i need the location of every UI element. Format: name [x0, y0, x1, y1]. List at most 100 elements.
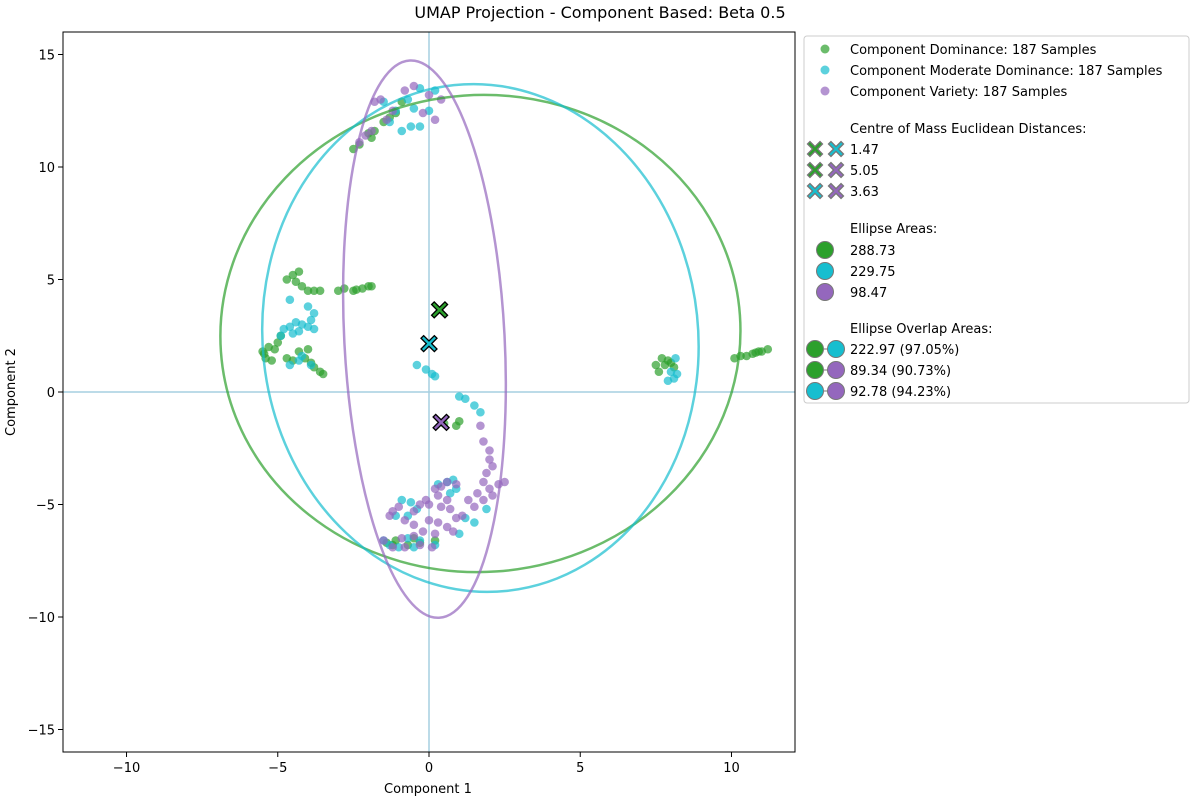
legend-distance-cross [806, 140, 824, 158]
data-point [485, 455, 494, 464]
data-point [409, 104, 419, 113]
data-point [488, 491, 497, 500]
data-point [424, 500, 434, 509]
data-point [303, 302, 313, 311]
data-point [663, 376, 673, 386]
centroid-marker-0 [430, 300, 449, 319]
plot-inner [63, 32, 795, 752]
data-point [473, 488, 482, 498]
legend-area-value: 288.73 [850, 244, 896, 259]
data-point [671, 353, 680, 363]
x-tick-label: 10 [723, 761, 740, 776]
data-point [394, 502, 404, 512]
legend-distances-title: Centre of Mass Euclidean Distances: [850, 122, 1087, 137]
legend-distance-cross [827, 182, 845, 200]
legend-series-label: Component Variety: 187 Samples [850, 85, 1067, 100]
data-point [430, 371, 440, 381]
data-point [294, 326, 304, 336]
confidence-ellipse-2 [341, 59, 508, 620]
data-point [421, 365, 431, 374]
data-point [409, 506, 419, 516]
y-tick-label: 15 [38, 49, 55, 64]
series-points-1 [276, 83, 682, 552]
y-axis-label: Component 2 [4, 348, 19, 436]
data-point [436, 482, 446, 491]
legend-overlap-marker [806, 340, 824, 358]
data-point [291, 277, 301, 287]
data-point [361, 131, 370, 140]
data-point [442, 495, 452, 505]
data-point [309, 308, 319, 318]
legend-distance-value: 5.05 [850, 164, 879, 179]
data-point [309, 286, 319, 296]
data-point [409, 531, 419, 541]
legend-area-marker [816, 241, 834, 259]
legend-overlaps-title: Ellipse Overlap Areas: [850, 322, 993, 337]
legend-distance-cross [806, 182, 824, 200]
centroid-marker-1 [420, 334, 438, 353]
data-point [409, 520, 419, 530]
data-point [485, 484, 494, 494]
y-tick-label: 10 [38, 161, 55, 176]
data-point [430, 115, 440, 125]
data-point [282, 275, 292, 284]
y-tick-label: −15 [28, 724, 55, 739]
data-point [672, 369, 682, 379]
data-point [394, 542, 404, 552]
data-point [418, 108, 428, 118]
data-point [479, 495, 488, 505]
legend: Component Dominance: 187 Samples Componen… [803, 35, 1190, 404]
data-point [457, 511, 467, 521]
y-tick-label: 0 [47, 386, 55, 401]
data-point [485, 446, 494, 455]
data-point [273, 338, 283, 347]
x-axis-label: Component 1 [384, 782, 472, 797]
data-point [436, 502, 446, 512]
data-point [660, 360, 670, 370]
data-point [400, 86, 410, 95]
data-point [303, 344, 313, 354]
data-point [479, 437, 488, 446]
data-point [400, 515, 410, 525]
data-point [382, 115, 391, 125]
data-point [285, 322, 295, 332]
data-point [267, 356, 277, 365]
data-point [397, 126, 407, 136]
data-point [412, 360, 422, 370]
legend-overlap-marker [827, 382, 845, 400]
legend-series-label: Component Dominance: 187 Samples [850, 43, 1097, 58]
x-tick-label: 0 [425, 761, 433, 776]
data-point [427, 542, 437, 552]
data-point [418, 527, 428, 536]
data-point [285, 295, 295, 305]
chart-title: UMAP Projection - Component Based: Beta … [414, 3, 785, 22]
data-point [406, 122, 416, 131]
data-point [476, 421, 485, 431]
data-point [470, 502, 479, 512]
data-point [476, 407, 485, 417]
y-tick-label: 5 [47, 274, 55, 289]
data-point [367, 281, 376, 291]
data-point [442, 477, 452, 487]
data-point [315, 286, 325, 296]
legend-series-marker [820, 65, 830, 75]
data-point [651, 360, 661, 370]
data-point [388, 506, 398, 516]
legend-area-value: 98.47 [850, 286, 887, 301]
legend-series-marker [820, 44, 830, 54]
data-point [454, 416, 464, 426]
data-point [352, 285, 361, 294]
legend-series-marker [820, 86, 830, 96]
x-tick-label: −5 [268, 761, 287, 776]
data-point [285, 360, 295, 370]
legend-area-marker [816, 283, 834, 301]
legend-series-label: Component Moderate Dominance: 187 Sample… [850, 64, 1163, 79]
data-point [297, 281, 307, 291]
data-point [445, 504, 455, 514]
data-point [488, 461, 497, 471]
data-point [400, 542, 410, 552]
data-point [460, 394, 470, 404]
data-point [464, 495, 473, 505]
data-point [303, 286, 313, 296]
data-point [433, 491, 443, 500]
